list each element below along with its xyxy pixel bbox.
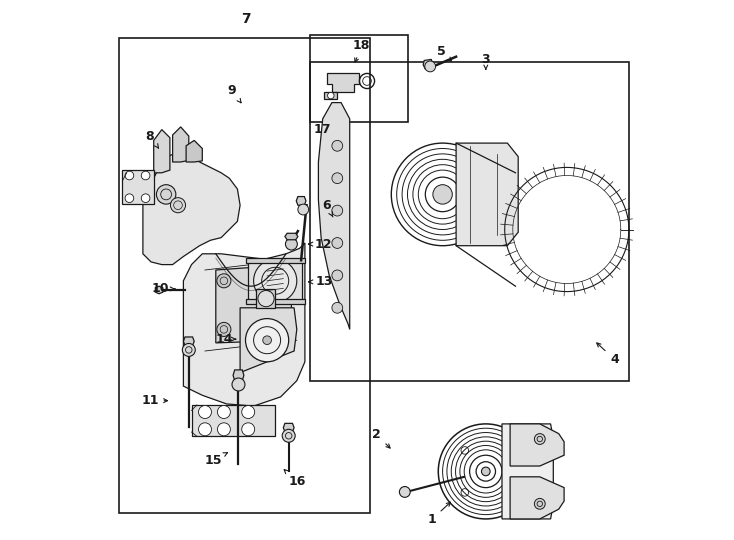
Circle shape: [332, 173, 343, 184]
Circle shape: [125, 171, 134, 180]
Text: 1: 1: [427, 502, 451, 526]
Circle shape: [534, 434, 545, 444]
Circle shape: [298, 204, 309, 215]
Text: 3: 3: [482, 53, 490, 69]
Circle shape: [399, 487, 410, 497]
Circle shape: [263, 336, 272, 345]
Text: 7: 7: [241, 12, 250, 26]
Bar: [310, 35, 407, 122]
Polygon shape: [256, 289, 275, 308]
Circle shape: [198, 406, 211, 419]
Polygon shape: [240, 308, 297, 373]
Circle shape: [141, 171, 150, 180]
Polygon shape: [319, 103, 349, 329]
Polygon shape: [285, 233, 298, 240]
Polygon shape: [233, 370, 244, 381]
Text: 5: 5: [437, 45, 451, 61]
Circle shape: [332, 238, 343, 248]
Text: 15: 15: [204, 453, 228, 467]
Circle shape: [332, 270, 343, 281]
Circle shape: [182, 343, 195, 356]
Polygon shape: [153, 130, 170, 173]
Circle shape: [482, 467, 490, 476]
Circle shape: [534, 498, 545, 509]
Text: 12: 12: [309, 238, 333, 251]
Text: 2: 2: [372, 428, 390, 448]
Circle shape: [332, 302, 343, 313]
Circle shape: [425, 61, 435, 72]
Polygon shape: [123, 170, 153, 204]
Circle shape: [332, 205, 343, 216]
Text: 16: 16: [284, 470, 305, 488]
Circle shape: [141, 194, 150, 202]
Polygon shape: [172, 127, 189, 162]
Circle shape: [241, 423, 255, 436]
Polygon shape: [248, 260, 302, 301]
Polygon shape: [327, 73, 359, 92]
Circle shape: [327, 92, 334, 99]
Circle shape: [274, 320, 288, 334]
Circle shape: [274, 268, 288, 282]
Polygon shape: [156, 286, 163, 294]
Polygon shape: [186, 140, 203, 162]
Text: 18: 18: [353, 39, 370, 62]
Circle shape: [245, 319, 288, 362]
Text: 10: 10: [152, 282, 175, 295]
Text: 9: 9: [228, 84, 241, 103]
Text: 6: 6: [322, 199, 333, 217]
Circle shape: [286, 238, 297, 250]
Text: 4: 4: [597, 343, 619, 366]
Circle shape: [433, 185, 452, 204]
Text: 13: 13: [309, 275, 333, 288]
Polygon shape: [184, 337, 195, 346]
Polygon shape: [510, 424, 564, 466]
Polygon shape: [324, 92, 338, 99]
Circle shape: [258, 291, 274, 307]
Circle shape: [217, 322, 231, 336]
Polygon shape: [283, 423, 294, 432]
Circle shape: [217, 423, 230, 436]
Bar: [310, 62, 629, 381]
Polygon shape: [297, 197, 306, 205]
Text: 17: 17: [314, 123, 332, 136]
Circle shape: [198, 423, 211, 436]
Polygon shape: [143, 151, 240, 265]
Polygon shape: [456, 143, 518, 246]
Text: 11: 11: [141, 394, 167, 407]
Polygon shape: [510, 477, 564, 519]
Circle shape: [282, 429, 295, 442]
Bar: [119, 38, 370, 513]
Polygon shape: [184, 243, 305, 406]
Circle shape: [232, 378, 245, 391]
Polygon shape: [192, 405, 275, 436]
Circle shape: [217, 406, 230, 419]
Circle shape: [125, 194, 134, 202]
Polygon shape: [245, 258, 305, 263]
Circle shape: [170, 198, 186, 213]
Polygon shape: [216, 265, 291, 343]
Polygon shape: [245, 299, 305, 304]
Circle shape: [254, 259, 297, 302]
Text: 8: 8: [145, 130, 159, 148]
Text: 14: 14: [215, 333, 236, 346]
Polygon shape: [424, 59, 433, 69]
Circle shape: [241, 406, 255, 419]
Circle shape: [156, 185, 176, 204]
Polygon shape: [502, 424, 553, 519]
Circle shape: [217, 274, 231, 288]
Circle shape: [332, 140, 343, 151]
